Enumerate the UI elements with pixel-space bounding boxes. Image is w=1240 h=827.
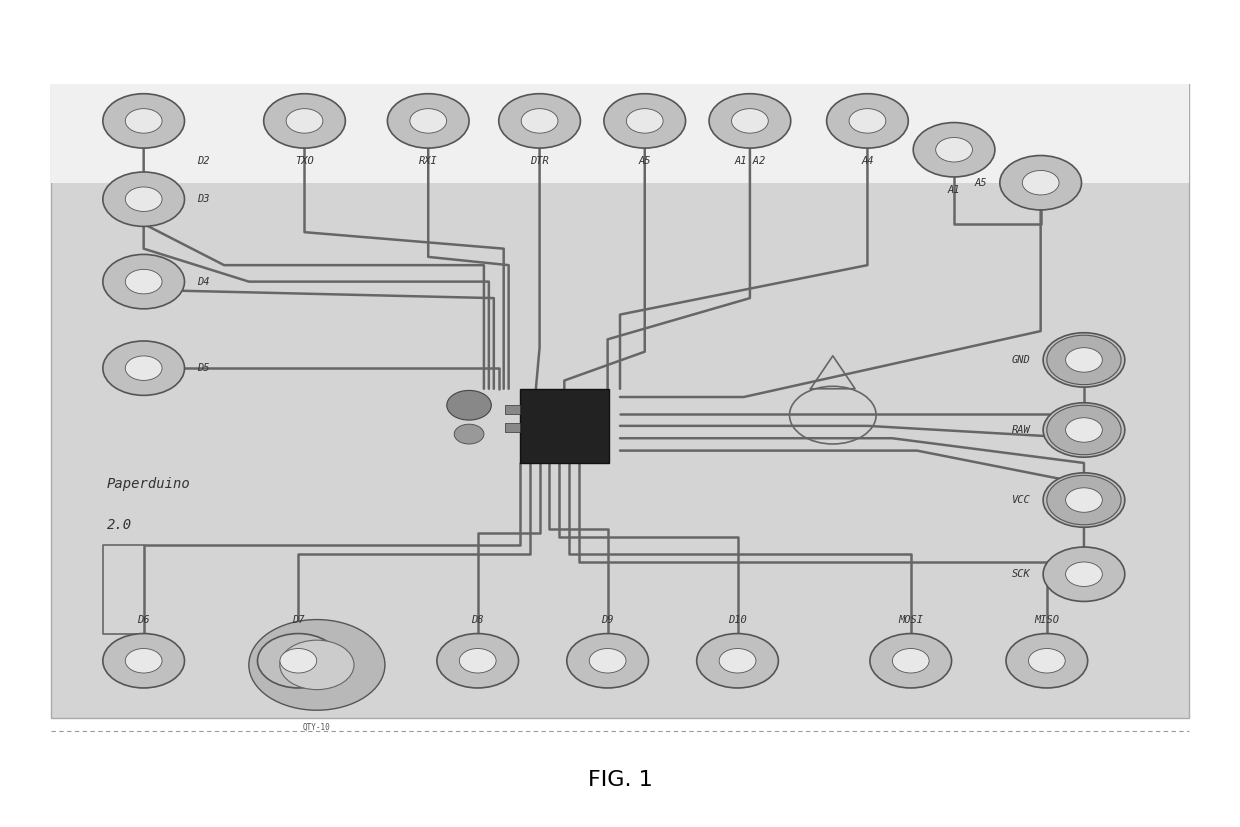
Text: RAW: RAW (1012, 425, 1030, 435)
Text: VCC: VCC (1012, 495, 1030, 505)
Circle shape (719, 648, 756, 673)
Circle shape (521, 108, 558, 133)
Text: GND: GND (1012, 355, 1030, 365)
Circle shape (1047, 405, 1121, 455)
Circle shape (913, 122, 994, 177)
Circle shape (709, 93, 791, 148)
Text: D10: D10 (728, 615, 746, 625)
Circle shape (125, 108, 162, 133)
Text: FIG. 1: FIG. 1 (588, 770, 652, 791)
Bar (520, 389, 609, 463)
Circle shape (870, 633, 951, 688)
Circle shape (459, 648, 496, 673)
Circle shape (410, 108, 446, 133)
Circle shape (1043, 332, 1125, 387)
Text: A1: A1 (947, 185, 960, 195)
Circle shape (258, 633, 340, 688)
Circle shape (1028, 648, 1065, 673)
Text: A5: A5 (975, 178, 987, 188)
Bar (51, 43, 1189, 183)
Circle shape (1022, 170, 1059, 195)
Circle shape (280, 640, 353, 690)
Circle shape (280, 648, 316, 673)
Text: A1 A2: A1 A2 (734, 156, 765, 166)
Text: MISO: MISO (1034, 615, 1059, 625)
Circle shape (125, 356, 162, 380)
Text: D6: D6 (138, 615, 150, 625)
Text: D3: D3 (197, 194, 210, 204)
Text: SCK: SCK (1012, 569, 1030, 579)
Text: A5: A5 (639, 156, 651, 166)
Text: A4: A4 (862, 156, 874, 166)
Circle shape (498, 93, 580, 148)
Circle shape (849, 108, 885, 133)
Circle shape (1065, 562, 1102, 586)
Circle shape (1047, 476, 1121, 525)
Text: RXI: RXI (419, 156, 438, 166)
Circle shape (1047, 335, 1121, 385)
Circle shape (1065, 488, 1102, 512)
Circle shape (125, 648, 162, 673)
Bar (505, 405, 520, 414)
Text: 2.0: 2.0 (107, 518, 131, 532)
Circle shape (286, 108, 322, 133)
Circle shape (827, 93, 908, 148)
Text: D9: D9 (601, 615, 614, 625)
Text: D5: D5 (197, 363, 210, 373)
Circle shape (249, 619, 384, 710)
Text: QTY-10: QTY-10 (303, 723, 331, 732)
Circle shape (446, 390, 491, 420)
Circle shape (1065, 418, 1102, 442)
Circle shape (103, 255, 185, 308)
Bar (505, 423, 520, 432)
Text: Paperduino: Paperduino (107, 476, 190, 490)
Circle shape (567, 633, 649, 688)
Circle shape (589, 648, 626, 673)
Text: TXO: TXO (295, 156, 314, 166)
FancyBboxPatch shape (51, 84, 1189, 719)
Circle shape (103, 172, 185, 227)
Circle shape (264, 93, 345, 148)
Circle shape (103, 93, 185, 148)
Text: D2: D2 (197, 156, 210, 166)
Circle shape (454, 424, 484, 444)
Circle shape (1043, 473, 1125, 528)
Circle shape (1006, 633, 1087, 688)
Circle shape (936, 137, 972, 162)
Circle shape (604, 93, 686, 148)
Circle shape (1043, 547, 1125, 601)
Circle shape (1043, 403, 1125, 457)
Circle shape (732, 108, 769, 133)
Circle shape (125, 187, 162, 212)
Circle shape (387, 93, 469, 148)
Text: D4: D4 (197, 276, 210, 287)
Circle shape (626, 108, 663, 133)
Text: DTR: DTR (531, 156, 549, 166)
Circle shape (103, 341, 185, 395)
Circle shape (893, 648, 929, 673)
Circle shape (697, 633, 779, 688)
Circle shape (999, 155, 1081, 210)
Circle shape (436, 633, 518, 688)
Text: MOSI: MOSI (898, 615, 924, 625)
Bar (1, 2, 1239, 84)
Circle shape (1065, 347, 1102, 372)
Circle shape (125, 270, 162, 294)
Circle shape (103, 633, 185, 688)
Text: D8: D8 (471, 615, 484, 625)
Text: D7: D7 (293, 615, 305, 625)
